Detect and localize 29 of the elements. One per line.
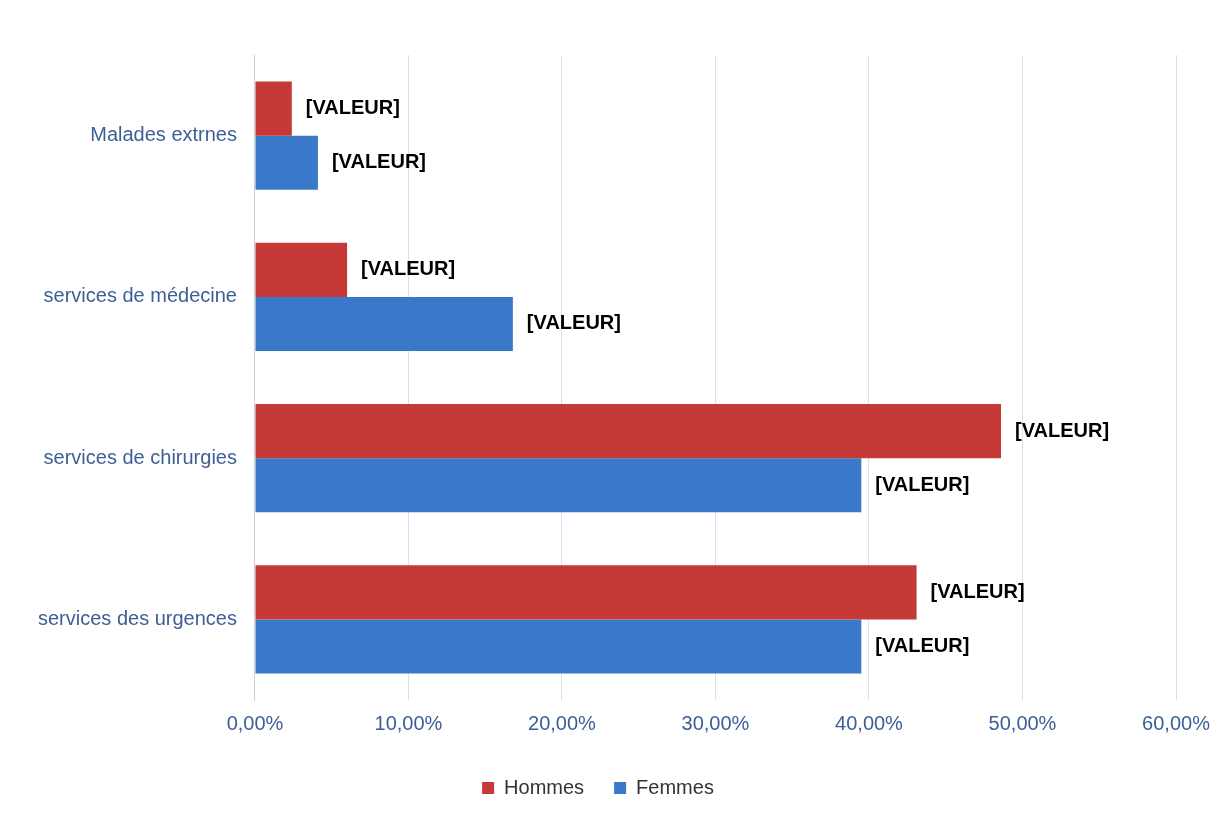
x-tick-label: 60,00% bbox=[1142, 711, 1211, 734]
x-tick-label: 30,00% bbox=[681, 711, 750, 734]
legend-label: Femmes bbox=[636, 775, 714, 798]
y-tick-label: services de médecine bbox=[43, 284, 237, 307]
bar bbox=[255, 565, 917, 620]
data-label: [VALEUR] bbox=[930, 579, 1025, 602]
bar bbox=[255, 296, 513, 351]
x-tick-label: 10,00% bbox=[374, 711, 443, 734]
x-tick-label: 50,00% bbox=[988, 711, 1057, 734]
bar bbox=[255, 404, 1002, 459]
x-tick-label: 0,00% bbox=[226, 711, 284, 734]
y-tick-label: Malades extrnes bbox=[90, 123, 237, 146]
data-label: [VALEUR] bbox=[361, 257, 456, 280]
data-label: [VALEUR] bbox=[875, 472, 970, 495]
x-tick-label: 40,00% bbox=[835, 711, 904, 734]
data-label: [VALEUR] bbox=[331, 150, 426, 173]
legend-label: Hommes bbox=[504, 775, 585, 798]
data-label: [VALEUR] bbox=[305, 96, 400, 119]
bar bbox=[255, 135, 318, 190]
x-tick-label: 20,00% bbox=[528, 711, 597, 734]
y-tick-label: services des urgences bbox=[38, 606, 237, 629]
bar bbox=[255, 458, 862, 513]
y-tick-label: services de chirurgies bbox=[43, 445, 237, 468]
data-label: [VALEUR] bbox=[1015, 418, 1110, 441]
data-label: [VALEUR] bbox=[875, 633, 970, 656]
bar bbox=[255, 81, 292, 136]
data-label: [VALEUR] bbox=[526, 311, 621, 334]
bar bbox=[255, 619, 862, 674]
bar bbox=[255, 242, 348, 297]
